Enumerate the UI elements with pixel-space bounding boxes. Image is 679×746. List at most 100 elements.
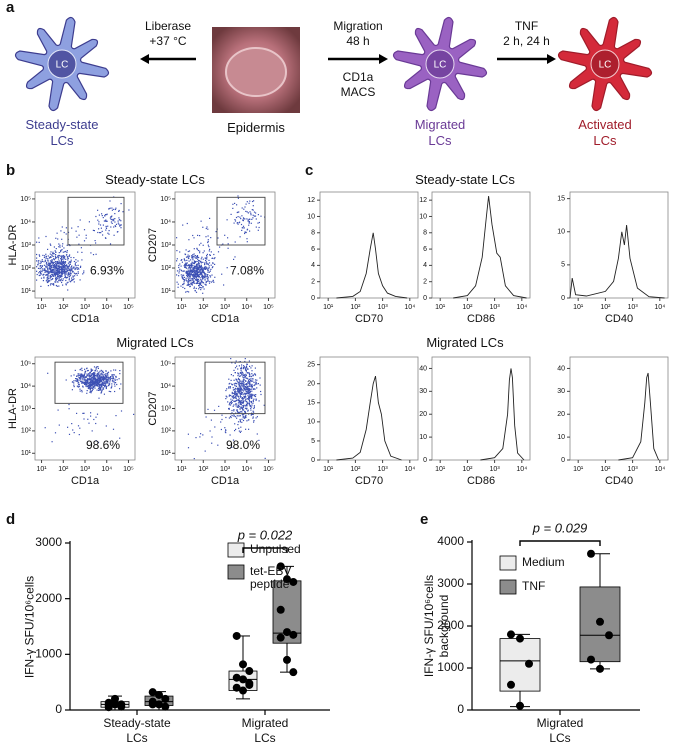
event-dot	[97, 382, 99, 384]
event-dot	[251, 385, 253, 387]
event-dot	[85, 237, 87, 239]
event-dot	[65, 250, 67, 252]
event-dot	[64, 262, 66, 264]
event-dot	[237, 421, 240, 423]
event-dot	[231, 395, 233, 397]
event-dot	[244, 405, 246, 407]
legend-swatch	[227, 542, 245, 558]
event-dot	[248, 402, 250, 404]
data-point	[232, 631, 241, 640]
event-dot	[246, 385, 248, 387]
event-dot	[71, 269, 73, 271]
y-tick-label: 1000	[437, 660, 464, 674]
event-dot	[109, 207, 111, 209]
event-dot	[252, 217, 254, 219]
event-dot	[251, 209, 253, 211]
event-dot	[199, 269, 201, 271]
event-dot	[231, 362, 233, 364]
event-dot	[60, 276, 62, 278]
event-dot	[197, 249, 199, 252]
event-dot	[114, 385, 116, 387]
event-dot	[67, 266, 69, 268]
event-dot	[245, 416, 247, 418]
event-dot	[51, 265, 53, 267]
event-dot	[104, 214, 107, 216]
event-dot	[233, 400, 235, 402]
event-dot	[234, 416, 237, 418]
event-dot	[183, 276, 185, 278]
event-dot	[78, 381, 80, 383]
event-dot	[95, 368, 97, 370]
event-dot	[204, 283, 206, 285]
event-dot	[199, 277, 201, 279]
event-dot	[235, 403, 237, 405]
event-dot	[188, 271, 190, 273]
event-dot	[211, 274, 213, 276]
event-dot	[101, 215, 103, 217]
event-dot	[71, 279, 73, 281]
event-dot	[102, 384, 104, 386]
event-dot	[68, 272, 70, 274]
event-dot	[61, 238, 63, 240]
event-dot	[99, 232, 101, 234]
event-dot	[213, 409, 216, 411]
event-dot	[66, 264, 68, 266]
x-tick-label: 10⁴	[101, 466, 112, 473]
event-dot	[230, 374, 232, 376]
event-dot	[54, 268, 56, 270]
event-dot	[197, 258, 199, 260]
event-dot	[198, 270, 200, 272]
event-dot	[207, 240, 209, 243]
histogram-curve	[336, 232, 408, 299]
event-dot	[248, 383, 250, 385]
event-dot	[187, 256, 189, 258]
event-dot	[189, 269, 191, 271]
event-dot	[245, 371, 247, 373]
event-dot	[251, 388, 253, 390]
event-dot	[233, 394, 235, 397]
event-dot	[200, 261, 202, 263]
event-dot	[207, 241, 209, 244]
event-dot	[182, 224, 184, 226]
event-dot	[202, 244, 204, 246]
event-dot	[90, 368, 92, 370]
event-dot	[242, 385, 244, 387]
event-dot	[202, 281, 204, 283]
event-dot	[97, 381, 99, 383]
event-dot	[205, 266, 207, 268]
event-dot	[231, 409, 233, 412]
event-dot	[62, 262, 64, 265]
event-dot	[255, 383, 257, 385]
event-dot	[183, 280, 185, 282]
y-tick-label: 0	[311, 295, 315, 302]
event-dot	[199, 279, 202, 281]
event-dot	[60, 259, 62, 261]
event-dot	[119, 437, 121, 439]
event-dot	[92, 380, 94, 382]
legend-swatch	[499, 579, 517, 595]
event-dot	[47, 281, 49, 283]
legend-label: Medium	[522, 555, 565, 569]
event-dot	[233, 388, 235, 390]
event-dot	[205, 268, 207, 270]
event-dot	[102, 375, 104, 377]
y-axis-label: HLA-DR	[7, 224, 19, 265]
event-dot	[95, 381, 97, 384]
event-dot	[110, 226, 112, 228]
event-dot	[89, 373, 91, 375]
event-dot	[248, 388, 251, 390]
event-dot	[64, 270, 66, 272]
x-axis-label: CD1a	[211, 313, 240, 325]
event-dot	[112, 378, 115, 380]
event-dot	[82, 386, 84, 388]
p-value: p = 0.029	[532, 520, 588, 535]
event-dot	[110, 216, 112, 218]
event-dot	[88, 387, 90, 390]
event-dot	[196, 265, 198, 267]
event-dot	[49, 274, 51, 276]
event-dot	[198, 280, 200, 282]
event-dot	[239, 216, 241, 218]
event-dot	[101, 377, 103, 379]
x-tick-label: 10⁴	[241, 304, 252, 311]
event-dot	[91, 383, 93, 386]
